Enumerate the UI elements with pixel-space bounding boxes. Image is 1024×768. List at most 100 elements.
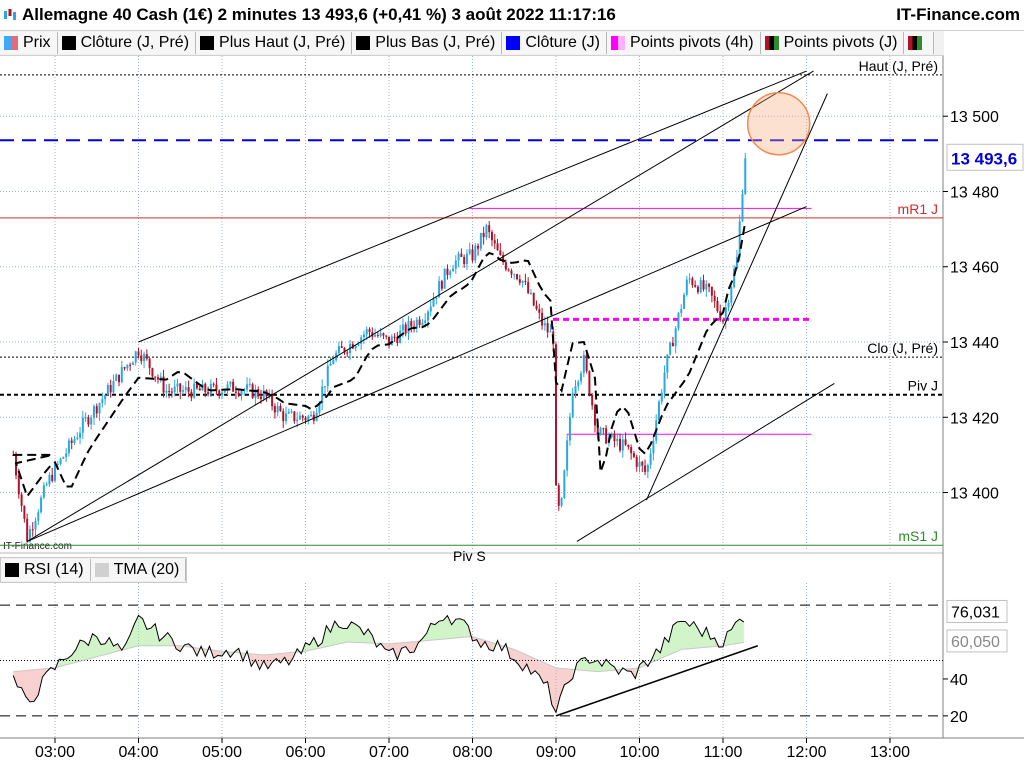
- candle-body: [173, 386, 176, 393]
- candle-body: [329, 364, 332, 366]
- candle-body: [440, 281, 443, 289]
- legend-item-cloture-prev[interactable]: Clôture (J, Pré): [57, 32, 197, 54]
- rsi-fill: [92, 633, 97, 658]
- rsi-fill: [409, 641, 415, 653]
- rsi-fill: [539, 660, 544, 684]
- y-tick-label: 13 400: [950, 486, 999, 503]
- candle-body: [92, 406, 95, 418]
- candle-body: [660, 392, 663, 402]
- rsi-fill: [146, 628, 152, 646]
- candle-body: [524, 280, 527, 282]
- candle-body: [582, 354, 585, 374]
- rsi-fill: [96, 636, 101, 657]
- x-tick-label: 09:00: [536, 744, 576, 761]
- candle-body: [223, 390, 226, 393]
- candle-body: [357, 343, 360, 346]
- tma-last-value: 60,050: [951, 634, 1000, 651]
- legend-bar: Prix Clôture (J, Pré) Plus Haut (J, Pré)…: [0, 31, 944, 56]
- candle-body: [37, 512, 40, 521]
- legend-item-haut-prev[interactable]: Plus Haut (J, Pré): [196, 32, 353, 54]
- candle-body: [168, 390, 171, 392]
- x-tick-label: 12:00: [786, 744, 826, 761]
- candle-body: [463, 256, 466, 265]
- candle-body: [118, 374, 121, 383]
- candle-body: [699, 280, 702, 293]
- rsi-last-box: [946, 599, 1008, 623]
- candle-body: [209, 383, 212, 395]
- candle-body: [518, 279, 521, 283]
- rsi-fill: [681, 621, 686, 650]
- candle-body: [485, 225, 488, 238]
- x-tick-label: 05:00: [202, 744, 242, 761]
- candle-body: [95, 406, 98, 414]
- swatch-icon: [356, 36, 371, 50]
- legend-item-prix[interactable]: Prix: [0, 32, 58, 54]
- candle-body: [362, 334, 365, 338]
- candle-body: [638, 461, 641, 467]
- rsi-y-tick-label: 40: [950, 672, 968, 689]
- candles: [12, 153, 747, 544]
- rsi-fill: [551, 666, 556, 713]
- legend-label: Points pivots (4h): [630, 34, 754, 51]
- candle-body: [179, 383, 182, 392]
- legend-item-bas-prev[interactable]: Plus Bas (J, Pré): [352, 32, 503, 54]
- x-tick-label: 04:00: [118, 744, 158, 761]
- steep-trendline: [646, 93, 828, 501]
- candle-body: [421, 322, 424, 325]
- candle-body: [285, 413, 288, 422]
- rsi-y-tick-label: 20: [950, 709, 968, 726]
- legend-item-pivots-4h[interactable]: Points pivots (4h): [607, 32, 761, 54]
- candle-body: [744, 158, 747, 195]
- candle-body: [605, 428, 608, 444]
- candle-body: [474, 245, 477, 261]
- candle-body: [527, 281, 530, 294]
- rsi-fill: [672, 621, 678, 654]
- title-bar: Allemagne 40 Cash (1€) 2 minutes 13 493,…: [0, 0, 1024, 31]
- rsi-fill: [710, 637, 715, 647]
- legend-item-rsi[interactable]: RSI (14): [1, 559, 91, 581]
- candle-body: [685, 279, 688, 295]
- x-tick-label: 06:00: [285, 744, 325, 761]
- channel-lower-line: [26, 206, 807, 542]
- candle-body: [354, 345, 357, 349]
- candle-body: [396, 337, 399, 343]
- candle-body: [568, 416, 571, 441]
- candle-body: [657, 401, 660, 421]
- candle-body: [282, 411, 285, 422]
- legend-item-cloture[interactable]: Clôture (J): [502, 32, 608, 54]
- level-label: Clo (J, Pré): [867, 340, 938, 356]
- swatch-icon: [61, 36, 76, 50]
- last-price-label: 13 493,6: [951, 149, 1017, 168]
- y-tick-label: 13 460: [950, 260, 999, 277]
- candle-body: [137, 351, 140, 356]
- rsi-fill: [217, 650, 222, 657]
- swatch-icon: [94, 563, 109, 577]
- candle-body: [488, 225, 491, 233]
- legend-item-pivots-j[interactable]: Points pivots (J): [760, 32, 905, 54]
- candle-body: [580, 373, 583, 382]
- candle-body: [535, 305, 538, 310]
- candle-body: [424, 320, 427, 323]
- legend-item-tma[interactable]: TMA (20): [90, 559, 187, 581]
- candle-body: [493, 240, 496, 244]
- candle-body: [443, 268, 446, 289]
- candle-body: [321, 386, 324, 404]
- legend-item-more[interactable]: [904, 32, 935, 54]
- candle-body: [499, 250, 502, 255]
- candle-body: [460, 253, 463, 257]
- candle-body: [48, 474, 51, 485]
- rsi-fill: [251, 653, 256, 667]
- rsi-fill: [280, 653, 285, 663]
- candle-body: [507, 269, 510, 271]
- candle-body: [716, 300, 719, 312]
- rsi-fill: [334, 621, 339, 645]
- time-axis: 03:00 04:00 05:00 06:00 07:00 08:00 09:00 10:00…: [35, 738, 910, 761]
- rsi-fill: [664, 637, 669, 657]
- rsi-fill: [34, 669, 39, 702]
- candle-body: [577, 381, 580, 387]
- price-axis: 13 400 13 420 13 440 13 460 13 480 13 500 13 4…: [943, 109, 1024, 503]
- rsi-fill: [284, 652, 289, 665]
- price-levels: Haut (J, Pré) mR1 J Clo (J, Pré) Piv J mS1 J…: [0, 58, 943, 564]
- candle-body: [677, 312, 680, 329]
- rsi-fill: [727, 629, 732, 646]
